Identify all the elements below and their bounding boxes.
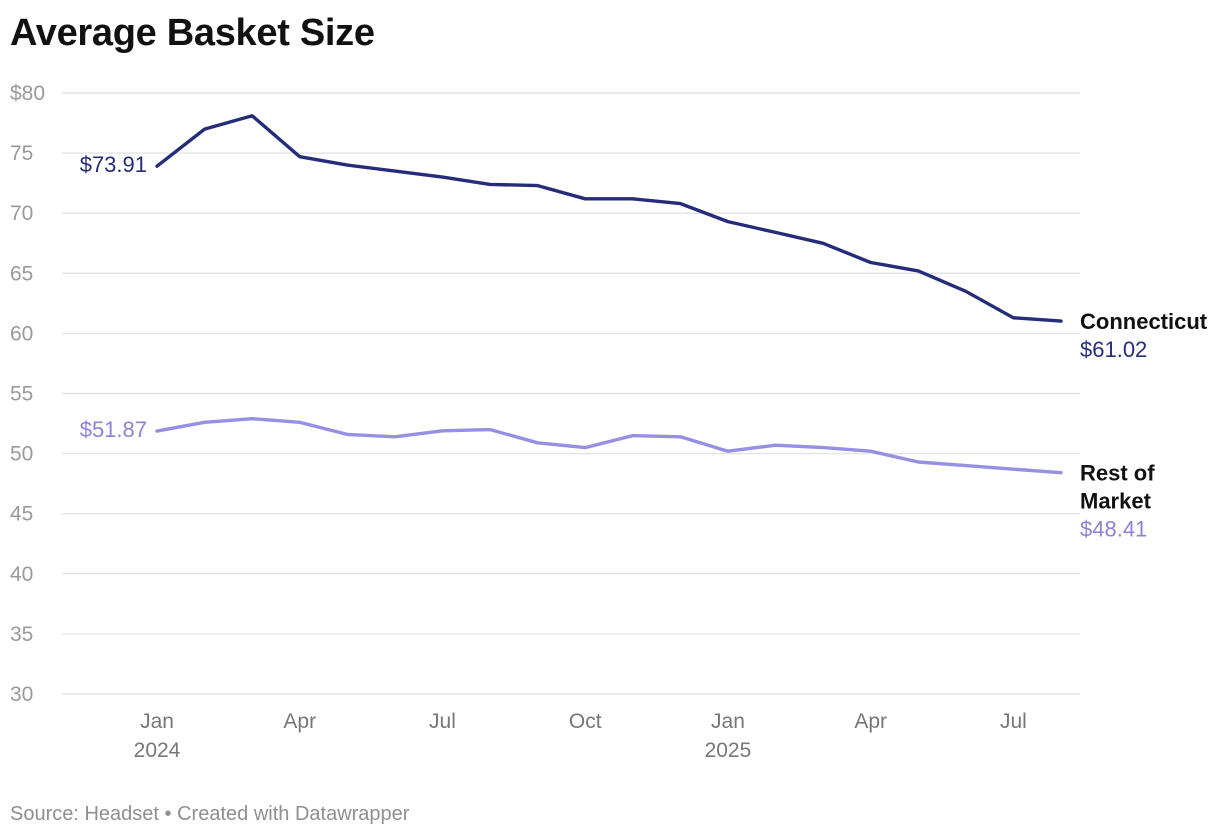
start-value-label-rest-of-market: $51.87 <box>80 417 147 442</box>
y-tick-label: $80 <box>10 82 45 105</box>
end-value-label-rest-of-market: $48.41 <box>1080 517 1147 542</box>
source-text: Source: Headset <box>10 803 159 825</box>
series-line-rest-of-market <box>155 417 1063 475</box>
gridlines <box>62 92 1080 695</box>
y-tick-label: 60 <box>10 322 33 345</box>
y-tick-label: 65 <box>10 262 33 285</box>
series-name-label-connecticut: Connecticut <box>1080 309 1208 334</box>
credit-text: Created with Datawrapper <box>177 803 410 825</box>
x-tick-label: Apr <box>854 710 887 733</box>
y-tick-label: 70 <box>10 202 33 225</box>
series-line-connecticut <box>155 114 1063 323</box>
y-tick-label: 35 <box>10 623 33 646</box>
footer-separator: • <box>158 803 178 825</box>
series-name-label-rest-of-market: Rest of <box>1080 461 1155 486</box>
chart-footer: Source: Headset • Created with Datawrapp… <box>10 803 409 826</box>
series-name-label-rest-of-market: Market <box>1080 489 1152 514</box>
y-tick-label: 50 <box>10 443 33 466</box>
x-tick-year-label: 2024 <box>134 739 181 762</box>
series-lines <box>155 114 1063 475</box>
chart-title: Average Basket Size <box>10 12 375 54</box>
y-tick-label: 75 <box>10 142 33 165</box>
x-tick-label: Jan <box>140 710 174 733</box>
x-tick-label: Jul <box>429 710 456 733</box>
x-tick-label: Oct <box>569 710 602 733</box>
y-axis-ticks: $80 75 70 65 60 55 50 45 40 35 30 <box>10 82 45 706</box>
x-tick-year-label: 2025 <box>705 739 752 762</box>
x-axis-ticks: Jan 2024 Apr Jul Oct Jan 2025 Apr Jul <box>134 710 1027 762</box>
y-tick-label: 30 <box>10 683 33 706</box>
start-value-label-connecticut: $73.91 <box>80 152 147 177</box>
x-tick-label: Apr <box>283 710 316 733</box>
x-tick-label: Jul <box>1000 710 1027 733</box>
x-tick-label: Jan <box>711 710 745 733</box>
y-tick-label: 40 <box>10 563 33 586</box>
end-value-label-connecticut: $61.02 <box>1080 337 1147 362</box>
y-tick-label: 55 <box>10 383 33 406</box>
line-chart: $80 75 70 65 60 55 50 45 40 35 30 Jan 2024 Apr Jul Oct… <box>10 82 1208 762</box>
y-tick-label: 45 <box>10 503 33 526</box>
series-labels: $73.91 Connecticut $61.02 $51.87 Rest of Mark… <box>80 152 1208 542</box>
